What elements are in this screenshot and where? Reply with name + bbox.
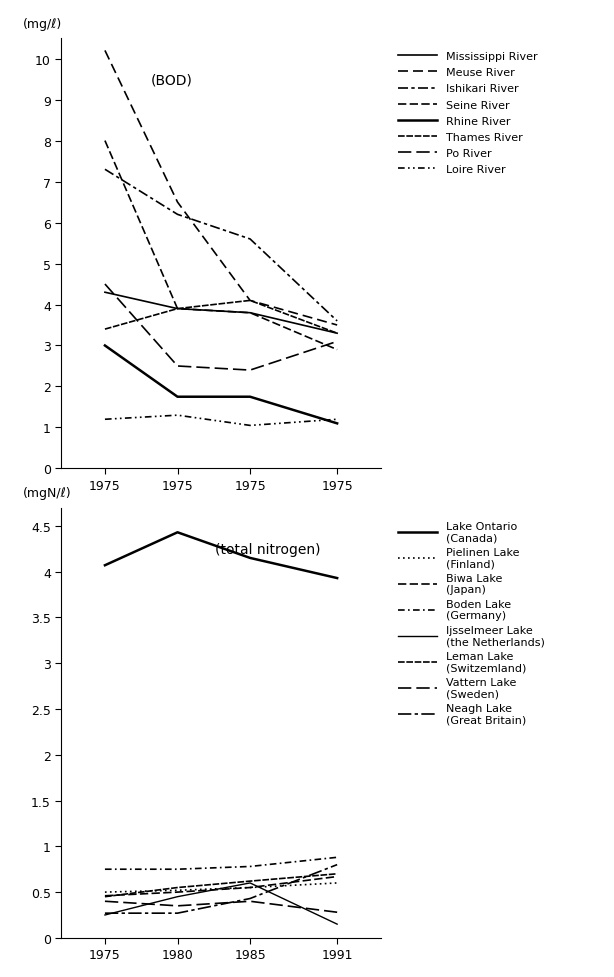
Text: (total nitrogen): (total nitrogen) [215,542,320,557]
Legend: Mississippi River, Meuse River, Ishikari River, Seine River, Rhine River, Thames: Mississippi River, Meuse River, Ishikari… [394,48,542,179]
Text: (mgN/ℓ): (mgN/ℓ) [23,487,72,499]
Text: (mg/ℓ): (mg/ℓ) [23,18,63,30]
Legend: Lake Ontario
(Canada), Pielinen Lake
(Finland), Biwa Lake
(Japan), Boden Lake
(G: Lake Ontario (Canada), Pielinen Lake (Fi… [394,517,549,729]
Text: (BOD): (BOD) [151,73,193,88]
